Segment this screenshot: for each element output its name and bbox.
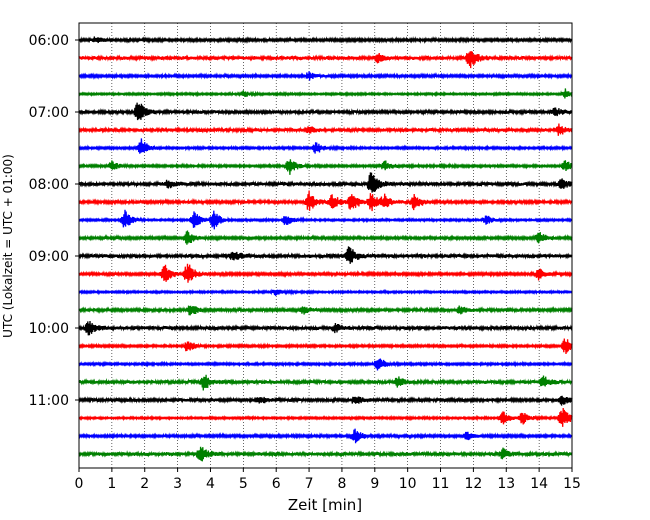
x-tick-label: 12 <box>464 476 482 492</box>
seismic-trace <box>78 358 573 371</box>
y-axis: 06:00 07:00 08:00 09:00 10:00 11:00 <box>29 33 79 409</box>
x-tick-label: 9 <box>370 476 379 492</box>
y-tick-label: 07:00 <box>29 105 69 121</box>
seismic-trace <box>78 374 573 391</box>
x-tick-label: 3 <box>173 476 182 492</box>
x-axis: 0 1 2 3 4 5 6 7 8 9 10 11 12 13 14 15 <box>75 468 581 492</box>
seismic-trace <box>78 446 573 462</box>
seismic-trace <box>78 36 573 44</box>
seismic-trace <box>78 338 573 355</box>
x-tick-label: 15 <box>563 476 581 492</box>
seismic-trace <box>78 138 573 154</box>
y-tick-label: 10:00 <box>29 321 69 337</box>
seismic-trace <box>78 395 573 406</box>
x-tick-label: 5 <box>239 476 248 492</box>
x-tick-label: 13 <box>497 476 515 492</box>
y-tick-label: 09:00 <box>29 249 69 265</box>
x-tick-label: 6 <box>272 476 281 492</box>
seismic-trace <box>78 190 573 212</box>
seismic-trace <box>78 88 573 99</box>
grid-lines <box>111 23 540 468</box>
x-tick-label: 10 <box>399 476 417 492</box>
seismic-trace <box>78 71 573 81</box>
y-axis-label: UTC (Lokalzeit = UTC + 01:00) <box>1 154 15 338</box>
seismic-trace <box>78 159 573 175</box>
seismic-trace <box>78 51 573 69</box>
seismic-trace <box>78 263 573 283</box>
seismic-trace <box>78 123 573 136</box>
seismic-trace <box>78 305 573 316</box>
y-tick-label: 06:00 <box>29 33 69 49</box>
seismic-trace <box>78 288 573 296</box>
x-axis-label: Zeit [min] <box>288 496 362 514</box>
plot-frame <box>78 22 573 469</box>
seismic-trace <box>78 407 573 427</box>
seismic-trace <box>78 428 573 444</box>
seismic-trace <box>78 320 573 336</box>
seismic-trace <box>78 209 573 230</box>
seismic-trace <box>78 246 573 264</box>
x-tick-label: 0 <box>75 476 84 492</box>
seismic-trace <box>78 172 573 193</box>
x-tick-label: 8 <box>337 476 346 492</box>
seismic-trace <box>78 102 573 121</box>
y-tick-label: 08:00 <box>29 177 69 193</box>
seismic-trace <box>78 230 573 245</box>
trace-group <box>78 36 573 462</box>
x-tick-label: 14 <box>530 476 548 492</box>
x-tick-label: 2 <box>140 476 149 492</box>
x-tick-label: 4 <box>206 476 215 492</box>
x-tick-label: 1 <box>107 476 116 492</box>
x-tick-label: 7 <box>305 476 314 492</box>
y-tick-label: 11:00 <box>29 393 69 409</box>
x-tick-label: 11 <box>432 476 450 492</box>
